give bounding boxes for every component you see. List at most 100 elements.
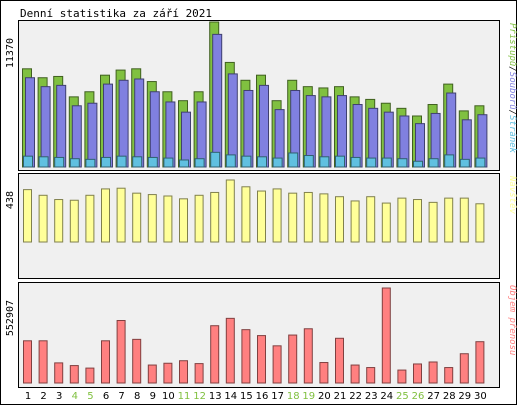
legend-separator: / xyxy=(507,110,517,115)
x-tick-label: 25 xyxy=(396,391,409,402)
x-tick-label: 5 xyxy=(87,391,93,402)
x-tick-label: 29 xyxy=(458,391,471,402)
bar-day-24 xyxy=(381,202,391,243)
bar-strnek-day-9 xyxy=(147,156,158,168)
bar-strnek-day-18 xyxy=(288,152,299,168)
bar-soubor-day-11 xyxy=(181,111,191,168)
bar-day-3 xyxy=(54,199,64,243)
y-max-label: 11370 xyxy=(5,38,16,68)
bar-day-28 xyxy=(444,367,454,384)
bar-day-23 xyxy=(366,367,376,384)
bar-strnek-day-4 xyxy=(69,158,80,168)
bar-day-12 xyxy=(194,194,204,243)
legend-2: Návštěv xyxy=(507,175,517,215)
bar-day-8 xyxy=(132,192,142,243)
x-tick-label: 14 xyxy=(224,391,237,402)
bar-strnek-day-14 xyxy=(225,154,236,168)
x-tick-label: 12 xyxy=(193,391,206,402)
bar-strnek-day-6 xyxy=(101,156,111,168)
bar-day-1 xyxy=(23,189,32,243)
legend-entry: Souborů xyxy=(507,72,517,110)
x-tick-label: 1 xyxy=(25,391,31,402)
legend-3: Objem přenosu xyxy=(507,285,517,355)
bar-day-20 xyxy=(319,362,329,384)
x-tick-label: 22 xyxy=(349,391,362,402)
legend-entry: Návštěv xyxy=(507,175,517,215)
bar-day-8 xyxy=(132,338,142,384)
bar-day-7 xyxy=(116,320,126,384)
x-tick-label: 4 xyxy=(72,391,78,402)
bar-day-21 xyxy=(335,196,344,243)
bar-soubor-day-10 xyxy=(165,101,176,168)
bar-soubor-day-26 xyxy=(415,123,425,168)
bar-soubor-day-12 xyxy=(196,101,207,168)
x-tick-label: 28 xyxy=(443,391,456,402)
bar-day-16 xyxy=(257,190,266,243)
x-tick-label: 21 xyxy=(334,391,347,402)
x-tick-label: 27 xyxy=(427,391,440,402)
x-tick-label: 24 xyxy=(380,391,393,402)
x-tick-label: 11 xyxy=(178,391,191,402)
bar-strnek-day-7 xyxy=(116,155,127,168)
bar-day-26 xyxy=(413,199,422,243)
bar-day-28 xyxy=(444,197,454,243)
bar-day-21 xyxy=(335,337,344,384)
bar-day-16 xyxy=(257,335,266,384)
bar-day-11 xyxy=(179,198,188,243)
legend-entry: Stránek xyxy=(507,115,517,154)
bar-strnek-day-12 xyxy=(194,158,205,168)
bar-strnek-day-30 xyxy=(475,157,486,168)
x-tick-label: 10 xyxy=(162,391,175,402)
bar-day-19 xyxy=(303,191,313,243)
bar-soubor-day-3 xyxy=(56,84,67,168)
bar-day-10 xyxy=(163,195,173,243)
x-tick-label: 7 xyxy=(118,391,124,402)
x-tick-label: 15 xyxy=(240,391,253,402)
bar-day-29 xyxy=(459,197,469,243)
x-tick-label: 8 xyxy=(134,391,140,402)
bar-strnek-day-5 xyxy=(85,158,96,168)
bar-soubor-day-5 xyxy=(87,102,98,168)
x-tick-label: 19 xyxy=(302,391,315,402)
x-tick-label: 2 xyxy=(40,391,46,402)
legend-entry: Přístupů xyxy=(507,23,517,66)
bar-strnek-day-17 xyxy=(272,157,283,168)
bar-day-27 xyxy=(428,201,438,243)
bar-day-15 xyxy=(241,329,251,384)
bar-strnek-day-13 xyxy=(210,151,221,168)
bar-day-5 xyxy=(85,367,95,384)
bar-day-14 xyxy=(225,179,235,243)
bar-day-30 xyxy=(475,341,485,384)
legend-1: Přístupů/Souborů/Stránek xyxy=(507,23,517,154)
x-tick-label: 3 xyxy=(56,391,62,402)
bar-day-25 xyxy=(397,369,407,384)
bar-day-18 xyxy=(288,334,298,384)
bar-soubor-day-8 xyxy=(134,78,145,168)
bar-day-25 xyxy=(397,197,407,243)
bar-day-6 xyxy=(101,340,110,384)
bar-soubor-day-7 xyxy=(118,79,129,168)
bar-day-23 xyxy=(366,196,376,243)
bar-strnek-day-21 xyxy=(335,155,345,168)
x-tick-label: 23 xyxy=(365,391,378,402)
bar-day-9 xyxy=(147,364,157,384)
x-tick-label: 18 xyxy=(287,391,300,402)
bar-day-19 xyxy=(303,328,313,384)
x-tick-label: 20 xyxy=(318,391,331,402)
bar-day-11 xyxy=(179,360,188,384)
bar-soubor-day-16 xyxy=(259,84,269,168)
legend-entry: Objem přenosu xyxy=(507,285,517,355)
bar-strnek-day-8 xyxy=(132,156,143,168)
bar-strnek-day-11 xyxy=(179,159,189,168)
x-tick-label: 6 xyxy=(103,391,109,402)
bar-day-27 xyxy=(428,361,438,384)
bar-strnek-day-15 xyxy=(241,155,252,168)
bar-day-30 xyxy=(475,203,485,243)
y-max-label: 552907 xyxy=(5,300,16,336)
bar-day-20 xyxy=(319,193,329,243)
bar-day-26 xyxy=(413,363,422,384)
bar-soubor-day-13 xyxy=(212,33,223,168)
bar-soubor-day-9 xyxy=(149,91,160,168)
bar-soubor-day-2 xyxy=(40,86,51,168)
